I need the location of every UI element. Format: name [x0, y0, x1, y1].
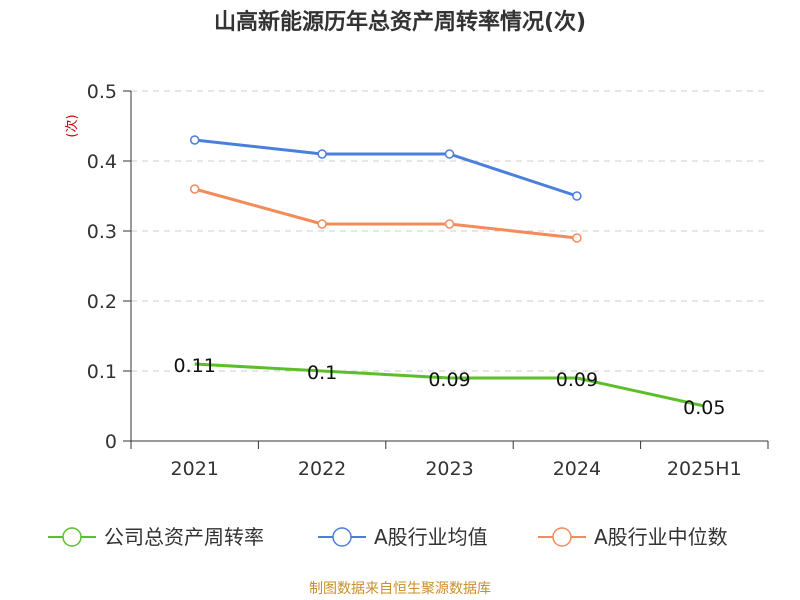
legend-label: A股行业中位数 — [594, 525, 728, 549]
x-tick-label: 2021 — [171, 458, 219, 480]
x-tick-label: 2024 — [553, 458, 601, 480]
x-tick-label: 2023 — [425, 458, 473, 480]
legend-label: 公司总资产周转率 — [104, 525, 264, 549]
series-line-1 — [194, 362, 705, 408]
series-line-3 — [194, 187, 578, 240]
data-point — [572, 191, 582, 201]
data-point — [444, 149, 455, 159]
data-point — [189, 184, 200, 194]
y-tick-label: 0 — [105, 431, 117, 453]
y-tick-label: 0.4 — [87, 151, 117, 173]
data-label: 0.09 — [556, 369, 598, 391]
data-label: 0.1 — [307, 362, 337, 384]
x-tick-label: 2022 — [298, 458, 346, 480]
legend-marker — [62, 527, 82, 547]
data-label: 0.09 — [428, 369, 470, 391]
data-point — [189, 135, 200, 145]
y-tick-label: 0.3 — [87, 221, 117, 243]
data-point — [317, 219, 327, 229]
data-point — [572, 233, 582, 243]
chart-title: 山高新能源历年总资产周转率情况(次) — [213, 10, 587, 35]
y-tick-label: 0.5 — [87, 81, 117, 103]
data-point — [317, 149, 327, 159]
legend-label: A股行业均值 — [374, 525, 488, 549]
data-point — [444, 219, 455, 229]
y-axis-label: (次) — [64, 114, 80, 137]
y-tick-label: 0.2 — [87, 291, 117, 313]
source-note: 制图数据来自恒生聚源数据库 — [309, 581, 491, 597]
data-label: 0.05 — [683, 397, 725, 419]
legend-marker — [552, 527, 572, 547]
series-line-2 — [194, 138, 578, 198]
data-label: 0.11 — [174, 355, 216, 377]
y-tick-label: 0.1 — [87, 361, 117, 383]
legend-marker — [332, 527, 352, 547]
x-tick-label: 2025H1 — [667, 458, 742, 480]
